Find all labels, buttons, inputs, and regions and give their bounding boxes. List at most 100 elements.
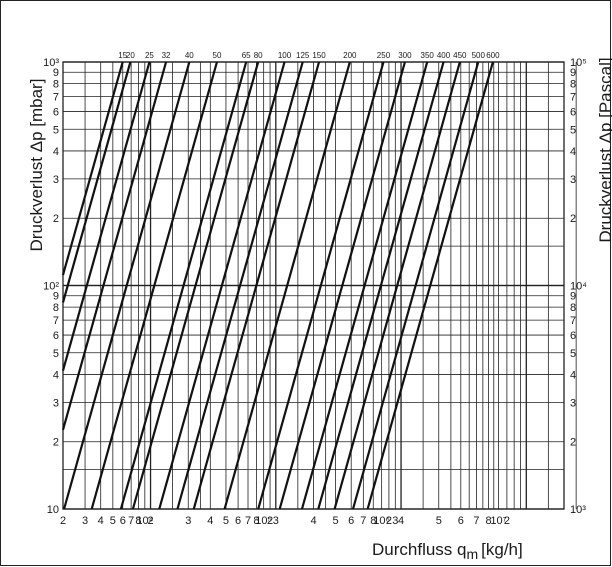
curve-dn-450 [333, 61, 461, 510]
dn-label-250: 250 [377, 51, 391, 60]
x-tick-label: 3 [273, 515, 279, 527]
y-left-tick-label: 10² [43, 281, 59, 293]
x-tick-label: 3 [185, 515, 191, 527]
x-tick-label: 8 [486, 515, 492, 527]
x-tick-label: 4 [98, 515, 104, 527]
curve-dn-600 [366, 61, 494, 510]
x-tick-label: 10⁵ [255, 515, 272, 527]
y-right-tick-label: 2 [570, 437, 576, 449]
x-tick-label: 10⁷ [490, 515, 506, 527]
y-right-tick-label: 5 [570, 348, 576, 360]
x-axis-title-main: Durchfluss q [372, 540, 466, 559]
x-tick-label: 8 [370, 515, 376, 527]
curve-dn-32 [61, 61, 168, 431]
y-right-tick-label: 2 [570, 213, 576, 225]
y-right-tick-label: 9 [570, 291, 576, 303]
plot-border [62, 61, 565, 510]
y-left-tick-label: 10 [47, 504, 59, 516]
curve-dn-300 [278, 61, 406, 510]
dn-label-25: 25 [145, 51, 154, 60]
y-left-tick-label: 2 [53, 437, 59, 449]
x-tick-label: 2 [60, 515, 66, 527]
y-right-tick-label: 3 [570, 397, 576, 409]
x-tick-label: 4 [310, 515, 316, 527]
dn-label-150: 150 [312, 51, 326, 60]
dn-label-350: 350 [421, 51, 435, 60]
curve-dn-80 [131, 61, 260, 510]
y-left-tick-label: 9 [53, 291, 59, 303]
curve-dn-40 [63, 61, 191, 510]
curve-dn-250 [257, 61, 385, 510]
x-tick-label: 2 [147, 515, 153, 527]
x-tick-label: 7 [128, 515, 134, 527]
x-tick-label: 5 [436, 515, 442, 527]
x-tick-label: 7 [473, 515, 479, 527]
dn-curves [61, 61, 494, 510]
y-axis-title-right: Druckverlust Δp [Pascal] [596, 57, 612, 242]
x-tick-label: 5 [223, 515, 229, 527]
y-right-tick-label: 6 [570, 107, 576, 119]
y-right-tick-label: 5 [570, 124, 576, 136]
curve-dn-100 [158, 61, 286, 510]
curve-dn-125 [176, 61, 304, 510]
x-tick-label: 2 [386, 515, 392, 527]
x-tick-label: 8 [135, 515, 141, 527]
x-axis-title-unit: [kg/h] [481, 540, 523, 559]
dn-label-200: 200 [343, 51, 357, 60]
dn-label-40: 40 [185, 51, 194, 60]
curve-dn-500 [351, 61, 480, 510]
y-right-tick-label: 10⁵ [570, 57, 587, 69]
dn-label-15: 15 [118, 51, 127, 60]
x-tick-label: 6 [120, 515, 126, 527]
y-right-tick-label: 7 [570, 315, 576, 327]
x-tick-label: 4 [207, 515, 213, 527]
y-left-tick-label: 2 [53, 213, 59, 225]
dn-label-20: 20 [126, 51, 135, 60]
y-right-tick-label: 7 [570, 92, 576, 104]
dn-label-100: 100 [278, 51, 292, 60]
curve-dn-150 [192, 61, 321, 510]
x-tick-label: 7 [360, 515, 366, 527]
y-right-tick-label: 4 [570, 146, 576, 158]
x-tick-label: 6 [458, 515, 464, 527]
x-tick-label: 5 [332, 515, 338, 527]
x-axis-title-sub: m [466, 546, 478, 562]
curve-dn-400 [317, 61, 445, 510]
y-left-tick-label: 5 [53, 348, 59, 360]
y-right-tick-label: 10³ [570, 504, 586, 516]
y-right-tick-label: 4 [570, 369, 576, 381]
dn-label-80: 80 [254, 51, 263, 60]
curve-dn-25 [61, 61, 151, 371]
x-tick-label: 8 [253, 515, 259, 527]
y-left-tick-label: 7 [53, 315, 59, 327]
y-left-tick-label: 6 [53, 107, 59, 119]
y-left-tick-label: 6 [53, 330, 59, 342]
y-left-tick-label: 8 [53, 79, 59, 91]
y-axis-title-left: Druckverlust Δp [mbar] [27, 79, 46, 252]
x-tick-label: 10⁴ [136, 515, 153, 527]
y-right-tick-label: 9 [570, 67, 576, 79]
x-axis-title: Durchfluss qm [kg/h] [372, 540, 523, 562]
y-left-tick-label: 4 [53, 369, 59, 381]
dn-label-500: 500 [472, 51, 486, 60]
y-right-tick-label: 8 [570, 79, 576, 91]
x-tick-label: 6 [235, 515, 241, 527]
curve-dn-50 [90, 61, 219, 510]
x-tick-label: 3 [82, 515, 88, 527]
dn-label-300: 300 [398, 51, 412, 60]
y-left-tick-label: 9 [53, 67, 59, 79]
y-left-tick-label: 3 [53, 397, 59, 409]
x-tick-label: 6 [348, 515, 354, 527]
y-left-tick-label: 8 [53, 302, 59, 314]
y-right-tick-label: 8 [570, 302, 576, 314]
y-right-tick-label: 3 [570, 174, 576, 186]
y-left-tick-label: 4 [53, 146, 59, 158]
dn-label-400: 400 [437, 51, 451, 60]
dn-label-50: 50 [213, 51, 222, 60]
y-left-tick-label: 7 [53, 92, 59, 104]
